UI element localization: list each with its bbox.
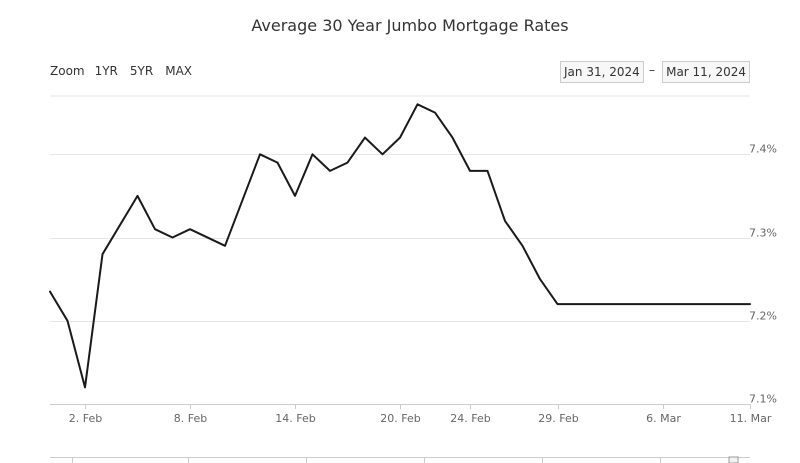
- x-tick-label: 29. Feb: [538, 412, 578, 425]
- x-tick-label: 6. Mar: [646, 412, 681, 425]
- zoom-5yr-button[interactable]: 5YR: [129, 64, 154, 78]
- x-tick-label: 2. Feb: [69, 412, 102, 425]
- y-tick-label: 7.4%: [749, 143, 777, 156]
- range-to-input[interactable]: Mar 11, 2024: [662, 61, 750, 83]
- x-tick-label: 11. Mar: [730, 412, 772, 425]
- zoom-label: Zoom: [50, 64, 85, 78]
- y-tick-label: 7.2%: [749, 310, 777, 323]
- chart-title: Average 30 Year Jumbo Mortgage Rates: [251, 16, 569, 35]
- series-line: [49, 103, 751, 389]
- zoom-bar: Zoom 1YR 5YR MAX: [50, 64, 194, 78]
- y-tick-label: 7.1%: [749, 393, 777, 406]
- range-separator: –: [649, 63, 655, 77]
- zoom-max-button[interactable]: MAX: [165, 64, 193, 78]
- zoom-1yr-button[interactable]: 1YR: [94, 64, 118, 78]
- x-tick-label: 24. Feb: [450, 412, 490, 425]
- x-tick-label: 8. Feb: [174, 412, 207, 425]
- x-tick-label: 14. Feb: [275, 412, 315, 425]
- range-from-input[interactable]: Jan 31, 2024: [560, 61, 644, 83]
- y-tick-label: 7.3%: [749, 227, 777, 240]
- navigator-handle: [728, 456, 739, 463]
- date-range: Jan 31, 2024 – Mar 11, 2024: [560, 61, 750, 83]
- x-tick-label: 20. Feb: [380, 412, 420, 425]
